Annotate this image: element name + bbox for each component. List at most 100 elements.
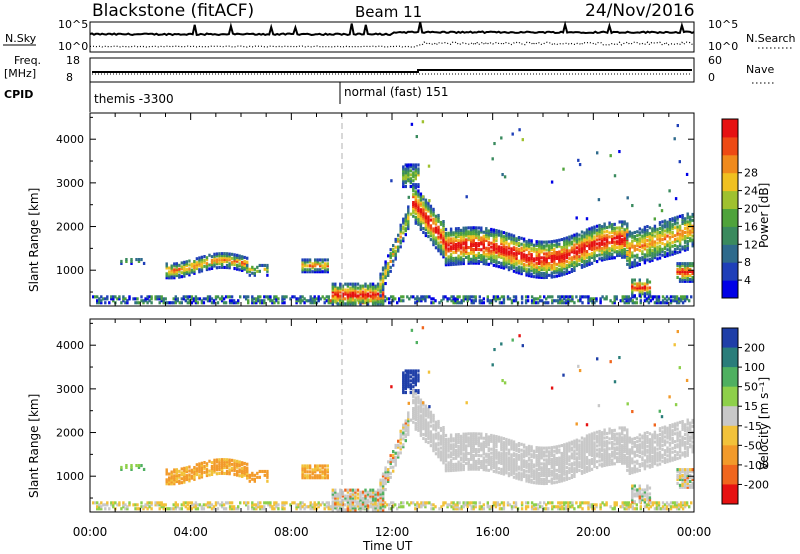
range-gate-cell xyxy=(454,503,457,507)
range-gate-cell xyxy=(381,508,385,512)
range-gate-cell xyxy=(427,231,430,235)
range-gate-cell xyxy=(419,422,423,426)
range-gate-cell xyxy=(183,476,186,480)
range-gate-cell xyxy=(447,449,450,453)
range-gate-cell xyxy=(351,504,355,508)
ytick-label: 3000 xyxy=(56,177,84,190)
range-gate-cell xyxy=(128,503,131,507)
range-gate-cell xyxy=(462,234,465,238)
range-gate-cell xyxy=(580,244,584,248)
range-gate-cell xyxy=(243,261,246,265)
range-gate-cell xyxy=(532,507,536,511)
range-gate-cell xyxy=(595,248,599,252)
colorbar-tick-label: 8 xyxy=(744,256,751,269)
range-gate-cell xyxy=(683,248,687,252)
range-gate-cell xyxy=(502,242,506,246)
range-gate-cell xyxy=(475,442,478,446)
range-gate-cell xyxy=(185,264,188,268)
range-gate-cell xyxy=(515,252,518,256)
range-gate-cell xyxy=(224,295,228,299)
range-gate-cell xyxy=(532,259,536,263)
range-gate-cell xyxy=(631,294,634,298)
range-gate-cell xyxy=(638,282,641,286)
range-gate-cell xyxy=(627,505,630,509)
range-gate-cell xyxy=(678,232,682,236)
range-gate-cell xyxy=(452,449,455,453)
range-gate-cell xyxy=(613,244,616,248)
range-gate-cell xyxy=(417,369,420,373)
range-gate-cell xyxy=(466,297,469,301)
range-gate-cell xyxy=(573,255,576,259)
range-gate-cell xyxy=(450,501,453,505)
range-gate-cell xyxy=(386,297,389,301)
range-gate-cell xyxy=(495,262,498,266)
range-gate-cell xyxy=(193,263,196,267)
range-gate-cell xyxy=(402,219,405,223)
range-gate-cell xyxy=(404,383,407,387)
range-gate-cell xyxy=(485,262,488,266)
range-gate-cell xyxy=(424,228,428,232)
range-gate-cell xyxy=(180,271,183,275)
range-gate-cell xyxy=(482,442,485,446)
range-gate-cell xyxy=(238,470,241,474)
range-gate-cell xyxy=(424,438,428,442)
range-gate-cell xyxy=(308,260,312,264)
range-gate-cell xyxy=(190,301,194,305)
range-gate-cell xyxy=(658,244,662,248)
range-gate-cell xyxy=(208,503,212,507)
range-gate-cell xyxy=(210,472,214,476)
range-gate-cell xyxy=(653,501,657,505)
range-gate-cell xyxy=(387,254,390,258)
range-gate-cell xyxy=(142,299,145,303)
range-gate-cell xyxy=(404,177,407,181)
range-gate-cell xyxy=(472,247,475,251)
range-gate-cell xyxy=(266,469,269,473)
range-gate-cell xyxy=(530,266,533,270)
range-gate-cell xyxy=(545,256,548,260)
range-gate-cell xyxy=(165,468,168,472)
range-gate-cell xyxy=(638,286,641,290)
range-gate-cell xyxy=(480,464,483,468)
range-gate-cell xyxy=(563,501,566,505)
range-gate-cell xyxy=(515,256,518,260)
range-gate-cell xyxy=(532,275,536,279)
range-gate-cell xyxy=(573,507,576,511)
range-gate-cell xyxy=(636,253,639,257)
range-gate-cell xyxy=(381,502,385,506)
range-gate-cell xyxy=(440,299,443,303)
range-gate-cell xyxy=(118,501,121,505)
range-gate-cell xyxy=(480,444,483,448)
range-gate-cell xyxy=(96,301,99,305)
range-gate-cell xyxy=(668,189,671,193)
range-gate-cell xyxy=(374,492,377,496)
colorbar-tick-label: 4 xyxy=(744,274,751,287)
range-gate-cell xyxy=(648,245,652,249)
range-gate-cell xyxy=(454,297,457,301)
range-gate-cell xyxy=(485,452,488,456)
range-gate-cell xyxy=(691,238,694,242)
range-gate-cell xyxy=(326,264,329,268)
range-gate-cell xyxy=(505,245,508,249)
range-gate-cell xyxy=(96,505,99,509)
range-gate-cell xyxy=(198,476,201,480)
range-gate-cell xyxy=(553,261,556,265)
range-gate-cell xyxy=(673,226,677,230)
range-gate-cell xyxy=(598,227,601,231)
range-gate-cell xyxy=(593,301,596,305)
range-gate-cell xyxy=(247,505,250,509)
range-gate-cell xyxy=(379,272,382,276)
range-gate-cell xyxy=(214,297,218,301)
range-gate-cell xyxy=(623,228,626,232)
range-gate-cell xyxy=(267,501,270,505)
range-gate-cell xyxy=(180,473,183,477)
range-gate-cell xyxy=(550,240,553,244)
range-gate-cell xyxy=(210,263,214,267)
range-gate-cell xyxy=(303,260,307,264)
range-gate-cell xyxy=(168,274,171,278)
range-gate-cell xyxy=(482,246,485,250)
range-gate-cell xyxy=(485,439,488,443)
range-gate-cell xyxy=(635,503,638,507)
range-gate-cell xyxy=(173,268,176,272)
range-gate-cell xyxy=(470,465,473,469)
range-gate-cell xyxy=(595,254,599,258)
